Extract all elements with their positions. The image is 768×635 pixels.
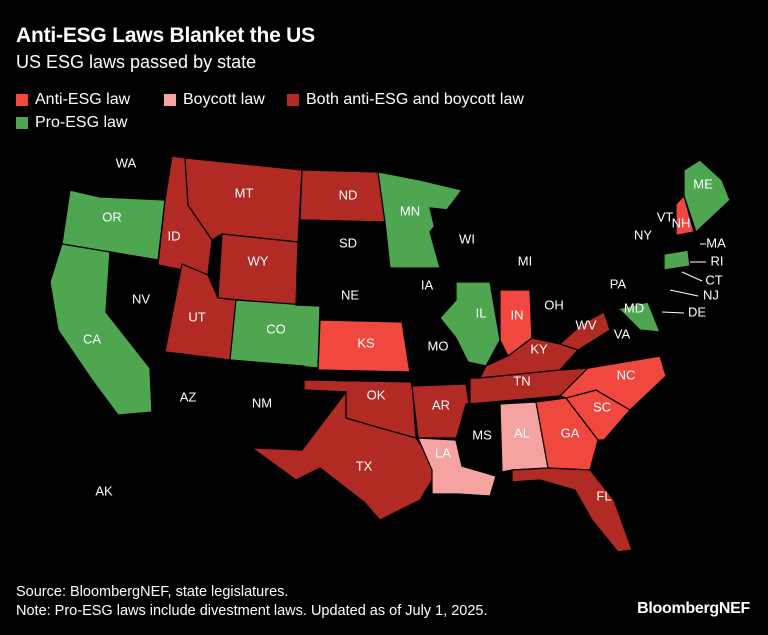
legend-label-both: Both anti-ESG and boycott law [306,91,524,108]
legend-label-anti: Anti-ESG law [35,91,131,108]
leader-DE [661,311,685,314]
state-TX [250,390,439,521]
label-MA: MA [706,235,726,250]
chart-title: Anti-ESG Laws Blanket the US [16,24,315,47]
label-OR: OR [102,209,122,224]
label-MN: MN [400,203,420,218]
label-TX: TX [356,458,373,473]
legend-item-pro: Pro-ESG law [16,114,127,132]
state-shapes [49,149,731,567]
label-UT: UT [188,309,205,324]
label-AR: AR [432,397,450,412]
leader-lines [661,243,706,314]
label-GA: GA [561,425,580,440]
label-VT: VT [657,209,674,224]
state-labels: WA OR CA NV ID MT WY UT AZ CO NM ND SD N… [83,155,726,503]
label-CT: CT [705,272,722,287]
label-IL: IL [476,305,487,320]
label-NC: NC [617,367,636,382]
legend-label-pro: Pro-ESG law [35,114,128,131]
label-NE: NE [341,287,359,302]
label-IA: IA [421,277,434,292]
state-WI [429,207,487,271]
state-DE [647,299,663,335]
label-WA: WA [116,155,137,170]
leader-NJ [669,289,699,297]
label-NM: NM [252,395,272,410]
state-ME [683,159,731,234]
label-AK: AK [95,483,113,498]
label-MO: MO [428,338,449,353]
label-ND: ND [339,187,358,202]
state-WV [558,311,611,351]
label-NH: NH [672,215,691,230]
label-NY: NY [634,227,652,242]
label-SC: SC [593,399,611,414]
label-AL: AL [514,425,530,440]
brand-logo: BloombergNEF [637,600,750,617]
label-PA: PA [610,276,627,291]
label-VA: VA [614,326,631,341]
label-OK: OK [367,387,386,402]
label-ME: ME [693,176,713,191]
label-CA: CA [83,331,101,346]
state-MN [377,171,464,269]
label-MD: MD [624,300,644,315]
label-IN: IN [511,307,524,322]
legend-item-anti: Anti-ESG law [16,91,130,109]
legend-label-boycott: Boycott law [183,91,265,108]
label-LA: LA [435,445,451,460]
label-DE: DE [688,304,706,319]
leader-CT [681,271,703,282]
state-NH [671,194,695,237]
label-CO: CO [266,321,286,336]
state-WY [217,233,299,306]
label-AZ: AZ [180,389,197,404]
state-MA [663,233,709,255]
label-TN: TN [513,373,530,388]
label-WI: WI [459,231,475,246]
label-WV: WV [576,317,597,332]
legend-swatch-both [287,94,299,106]
state-RI [687,249,697,268]
label-ID: ID [168,228,181,243]
state-FL [511,467,633,553]
legend-item-boycott: Boycott law [164,91,265,109]
label-FL: FL [596,488,611,503]
label-MT: MT [235,185,254,200]
state-MD [603,301,661,333]
chart-subtitle: US ESG laws passed by state [16,52,257,72]
label-OH: OH [544,297,564,312]
label-NV: NV [132,291,150,306]
label-KY: KY [530,341,548,356]
label-RI: RI [711,253,724,268]
source-note: Source: BloombergNEF, state legislatures… [16,584,289,600]
legend-swatch-boycott [164,94,176,106]
legend-swatch-pro [16,117,28,129]
label-MS: MS [472,427,492,442]
label-MI: MI [518,253,532,268]
footnote: Note: Pro-ESG laws include divestment la… [16,603,488,619]
label-SD: SD [339,235,357,250]
legend-swatch-anti [16,94,28,106]
state-GA [535,397,599,471]
state-HI [246,533,303,567]
label-KS: KS [357,335,375,350]
state-MI [456,201,549,291]
label-NJ: NJ [703,287,719,302]
state-AK [59,465,177,557]
state-IL [439,281,501,367]
legend-item-both: Both anti-ESG and boycott law [287,91,524,109]
label-WY: WY [248,253,269,268]
